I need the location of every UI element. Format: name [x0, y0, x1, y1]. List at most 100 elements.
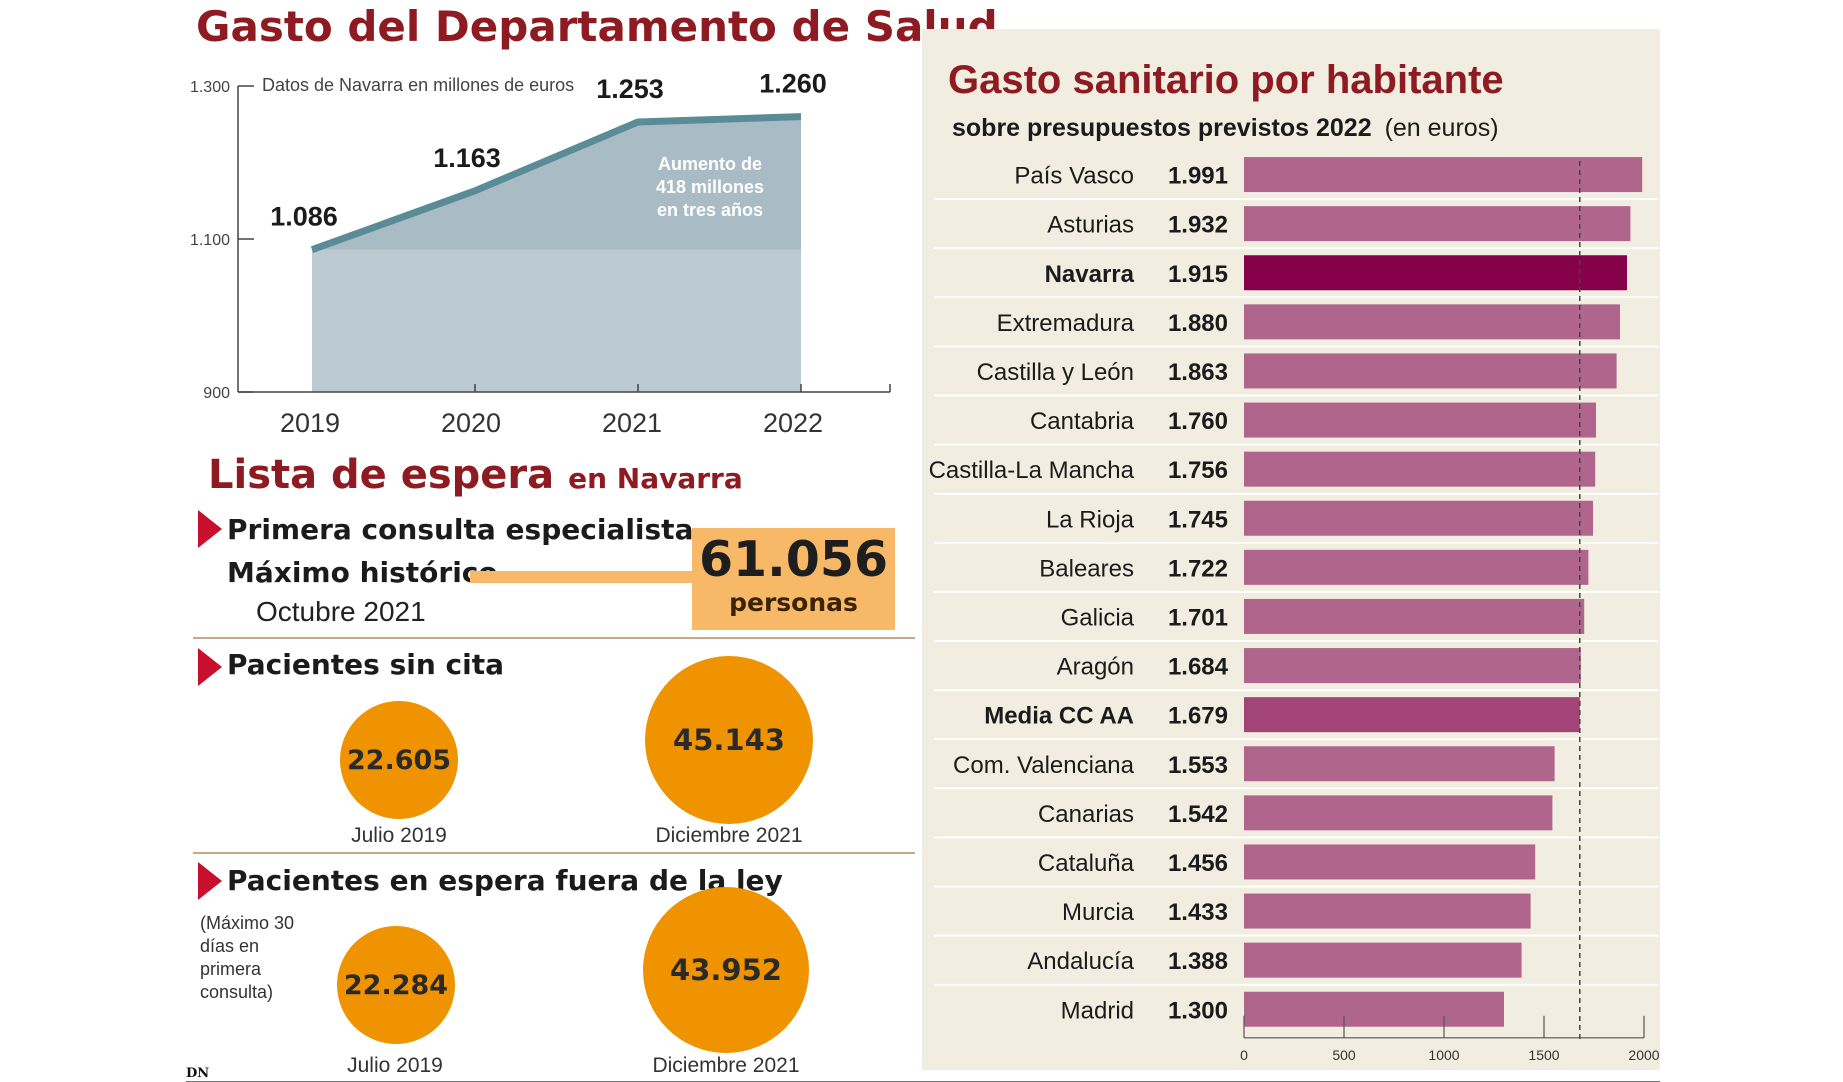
- bar: [1244, 402, 1596, 438]
- bar: [1244, 795, 1553, 831]
- waiting-title: Lista de espera en Navarra: [208, 452, 743, 498]
- bar-value-label: 1.553: [1168, 752, 1228, 779]
- section-divider: [193, 852, 915, 854]
- category-label: Baleares: [1039, 555, 1134, 582]
- category-label: Com. Valenciana: [953, 752, 1135, 779]
- bar-value-label: 1.456: [1168, 850, 1228, 877]
- category-label: Navarra: [1045, 261, 1135, 288]
- bar-value-label: 1.542: [1168, 801, 1228, 828]
- value-label: 1.260: [759, 69, 827, 99]
- first-consult-heading: Primera consulta especialista: [227, 513, 694, 546]
- bar-value-label: 1.388: [1168, 948, 1228, 975]
- dn-logo: DN: [186, 1066, 210, 1081]
- max-historic-date: Octubre 2021: [256, 596, 426, 627]
- x-tick-label: 1500: [1528, 1047, 1559, 1063]
- bar-value-label: 1.684: [1168, 654, 1229, 681]
- bar: [1244, 255, 1627, 291]
- circle-out-of-law-2021: 43.952: [643, 887, 809, 1053]
- bar: [1244, 648, 1581, 684]
- max-historic-value: 61.056: [698, 531, 889, 588]
- category-label: Cataluña: [1038, 850, 1135, 877]
- x-tick-label: 0: [1240, 1047, 1248, 1063]
- bar-value-label: 1.745: [1168, 506, 1228, 533]
- bar: [1244, 844, 1536, 880]
- section-divider: [193, 637, 915, 639]
- no-appointment-heading: Pacientes sin cita: [227, 648, 504, 681]
- category-label: Galicia: [1061, 604, 1135, 631]
- x-tick-label: 2022: [763, 408, 823, 438]
- annotation-line: Aumento de: [658, 154, 762, 174]
- circle-no-appointment-2019: 22.605: [340, 701, 458, 819]
- out-of-law-heading: Pacientes en espera fuera de la ley: [227, 864, 783, 897]
- max-historic-label: Máximo histórico: [227, 556, 498, 589]
- category-label: Castilla y León: [977, 359, 1134, 386]
- note-line: primera: [200, 959, 262, 979]
- circle-no-appointment-2021: 45.143: [645, 656, 813, 824]
- category-label: Castilla-La Mancha: [929, 457, 1135, 484]
- per-capita-bar-chart: Gasto sanitario por habitante sobre pres…: [929, 58, 1660, 1063]
- connector-bar: [470, 571, 695, 583]
- chart-annotation: Aumento de 418 millones en tres años: [656, 154, 764, 220]
- category-label: País Vasco: [1014, 163, 1134, 190]
- bar-value-label: 1.915: [1168, 261, 1228, 288]
- bar: [1244, 451, 1596, 487]
- bar: [1244, 500, 1593, 536]
- section-marker: [198, 648, 222, 686]
- out-of-law-note: (Máximo 30 días en primera consulta): [200, 912, 294, 1004]
- category-label: Extremadura: [997, 310, 1135, 337]
- spending-line: [310, 113, 802, 254]
- area-increase-fill: [312, 116, 801, 250]
- bar: [1244, 746, 1555, 782]
- annotation-line: en tres años: [657, 200, 763, 220]
- x-tick-label: 500: [1332, 1047, 1356, 1063]
- category-label: Cantabria: [1030, 408, 1135, 435]
- bar: [1244, 353, 1617, 389]
- x-tick-label: 2019: [280, 408, 340, 438]
- x-tick-label: 1000: [1428, 1047, 1459, 1063]
- caption-out-of-law-2019: Julio 2019: [347, 1054, 443, 1077]
- bar-value-label: 1.722: [1168, 555, 1228, 582]
- category-label: Canarias: [1038, 801, 1134, 828]
- bar-value-label: 1.679: [1168, 703, 1228, 730]
- bar-chart-subtitle-unit: (en euros): [1385, 114, 1499, 142]
- max-historic-box: 61.056 personas: [692, 528, 895, 630]
- x-tick-label: 2021: [602, 408, 662, 438]
- bar-value-label: 1.756: [1168, 457, 1228, 484]
- annotation-line: 418 millones: [656, 177, 764, 197]
- category-label: La Rioja: [1046, 506, 1135, 533]
- spending-area-chart: 900 1.100 1.300 2019 2020 2021 2022 1.086 1.163…: [190, 69, 891, 438]
- value-label: 1.163: [433, 143, 501, 173]
- y-tick-label: 900: [203, 385, 230, 402]
- caption-no-appointment-2019: Julio 2019: [351, 824, 447, 847]
- category-label: Aragón: [1057, 654, 1134, 681]
- waiting-title-suffix: en Navarra: [568, 462, 743, 495]
- bar: [1244, 942, 1522, 978]
- bar-value-label: 1.701: [1168, 604, 1228, 631]
- bar-value-label: 1.300: [1168, 997, 1228, 1024]
- x-tick-label: 2000: [1628, 1047, 1659, 1063]
- caption-no-appointment-2021: Diciembre 2021: [655, 824, 803, 847]
- bar-value-label: 1.932: [1168, 212, 1228, 239]
- bar: [1244, 697, 1580, 733]
- value-label: 1.253: [596, 74, 664, 104]
- section-marker: [198, 862, 222, 900]
- note-line: días en: [200, 936, 260, 956]
- bar: [1244, 893, 1531, 929]
- note-line: (Máximo 30: [200, 913, 295, 933]
- category-label: Asturias: [1047, 212, 1134, 239]
- category-label: Media CC AA: [984, 703, 1134, 730]
- category-label: Andalucía: [1027, 948, 1134, 975]
- bar: [1244, 157, 1643, 193]
- y-tick-label: 1.300: [190, 79, 230, 96]
- circle-out-of-law-2019: 22.284: [337, 926, 455, 1044]
- value-label: 1.086: [270, 202, 338, 232]
- section-marker: [198, 510, 222, 548]
- bar-value-label: 1.991: [1168, 163, 1228, 190]
- bar: [1244, 598, 1585, 634]
- bar-chart-title: Gasto sanitario por habitante: [948, 58, 1504, 102]
- bar-value-label: 1.880: [1168, 310, 1228, 337]
- x-tick-label: 2020: [441, 408, 501, 438]
- bar: [1244, 206, 1631, 242]
- y-tick-label: 1.100: [190, 232, 230, 249]
- caption-out-of-law-2021: Diciembre 2021: [652, 1054, 800, 1077]
